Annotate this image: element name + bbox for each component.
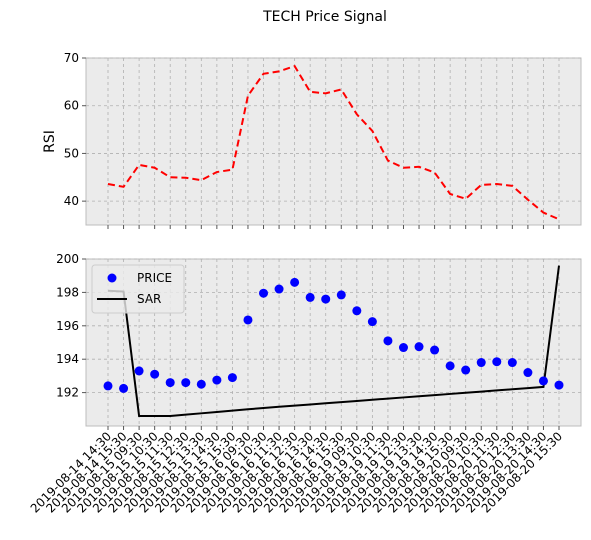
- price-y-tick-label: 200: [56, 252, 79, 266]
- price-point: [476, 358, 486, 368]
- price-point: [398, 343, 408, 353]
- price-y-tick-label: 196: [56, 319, 79, 333]
- price-point: [212, 375, 222, 385]
- price-point: [321, 294, 331, 304]
- sar-series-line: [107, 265, 560, 417]
- price-y-tick-label: 194: [56, 352, 79, 366]
- price-points: [103, 277, 564, 393]
- rsi-y-tick-label: 70: [64, 51, 79, 65]
- price-point: [430, 345, 440, 355]
- price-point: [367, 317, 377, 327]
- price-point: [383, 336, 393, 346]
- price-point: [445, 361, 455, 371]
- rsi-plot-area: [85, 57, 582, 226]
- rsi-y-axis-label: RSI: [42, 130, 58, 153]
- price-point: [461, 365, 471, 375]
- price-point: [259, 288, 269, 298]
- rsi-y-tick-label: 40: [64, 194, 79, 208]
- rsi-series-line: [107, 64, 560, 221]
- rsi-panel: 40 50 60 70 RSI: [42, 51, 582, 229]
- price-point: [507, 358, 517, 368]
- price-point: [243, 315, 253, 325]
- rsi-y-tick-label: 50: [64, 146, 79, 160]
- price-grid: [86, 258, 581, 426]
- price-point: [336, 290, 346, 300]
- price-point: [274, 284, 284, 294]
- legend: PRICE SAR: [91, 264, 185, 314]
- rsi-grid: [86, 57, 581, 225]
- price-y-ticks: 192 194 196 198 200: [56, 252, 86, 400]
- rsi-x-ticks: [107, 225, 560, 229]
- legend-price-label: PRICE: [137, 271, 172, 285]
- price-point: [538, 376, 548, 386]
- price-point: [305, 292, 315, 302]
- price-point: [414, 342, 424, 352]
- price-panel: 192 194 196 198 200 2019-08-14 14:302019-08-…: [28, 252, 582, 516]
- price-y-tick-label: 192: [56, 386, 79, 400]
- price-point: [103, 381, 113, 391]
- rsi-y-ticks: 40 50 60 70: [64, 51, 86, 208]
- price-point: [290, 277, 300, 287]
- legend-sar-label: SAR: [137, 292, 161, 306]
- price-point: [196, 379, 206, 389]
- price-point: [227, 373, 237, 383]
- price-point: [554, 380, 564, 390]
- rsi-y-tick-label: 60: [64, 99, 79, 113]
- legend-price-marker: [107, 273, 117, 283]
- price-point: [150, 369, 160, 379]
- price-point: [181, 378, 191, 388]
- price-point: [523, 368, 533, 378]
- price-point: [165, 378, 175, 388]
- price-point: [134, 366, 144, 376]
- price-y-tick-label: 198: [56, 285, 79, 299]
- chart-title: TECH Price Signal: [262, 9, 387, 25]
- price-point: [492, 357, 502, 367]
- price-point: [352, 306, 362, 316]
- price-point: [119, 383, 129, 393]
